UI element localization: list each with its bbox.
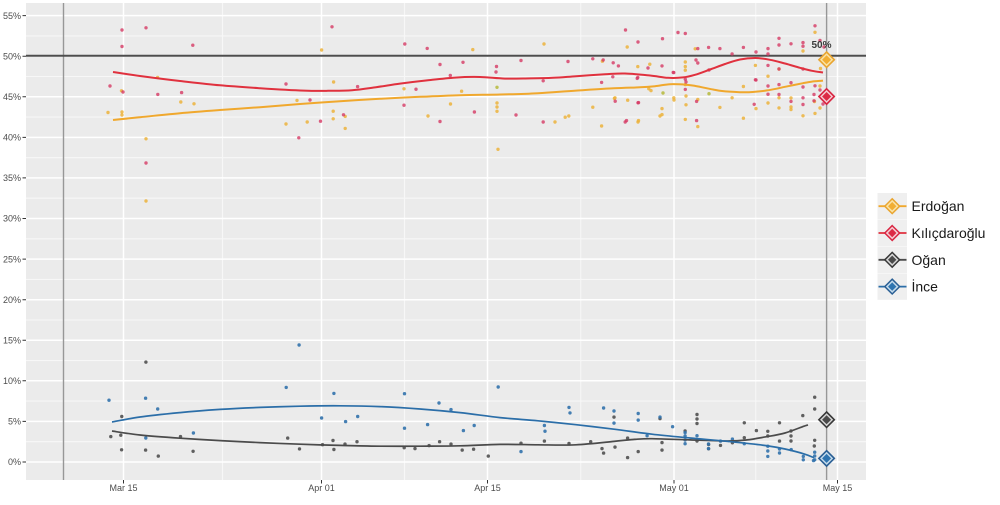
svg-text:40%: 40% xyxy=(3,133,21,143)
svg-text:15%: 15% xyxy=(3,336,21,346)
svg-text:Oğan: Oğan xyxy=(912,252,946,268)
svg-text:45%: 45% xyxy=(3,92,21,102)
svg-text:10%: 10% xyxy=(3,376,21,386)
svg-text:0%: 0% xyxy=(8,457,21,467)
svg-text:5%: 5% xyxy=(8,417,21,427)
svg-text:55%: 55% xyxy=(3,11,21,21)
svg-text:35%: 35% xyxy=(3,173,21,183)
svg-text:İnce: İnce xyxy=(912,278,939,295)
svg-text:Kılıçdaroğlu: Kılıçdaroğlu xyxy=(912,225,986,241)
svg-text:50%: 50% xyxy=(811,40,831,51)
svg-text:Apr 01: Apr 01 xyxy=(308,483,335,493)
svg-text:25%: 25% xyxy=(3,254,21,264)
svg-text:30%: 30% xyxy=(3,214,21,224)
svg-text:May 15: May 15 xyxy=(823,483,853,493)
svg-text:Mar 15: Mar 15 xyxy=(109,483,137,493)
svg-text:20%: 20% xyxy=(3,295,21,305)
svg-text:Erdoğan: Erdoğan xyxy=(912,198,965,214)
svg-text:Apr 15: Apr 15 xyxy=(474,483,501,493)
svg-text:May 01: May 01 xyxy=(659,483,689,493)
svg-text:50%: 50% xyxy=(3,51,21,61)
